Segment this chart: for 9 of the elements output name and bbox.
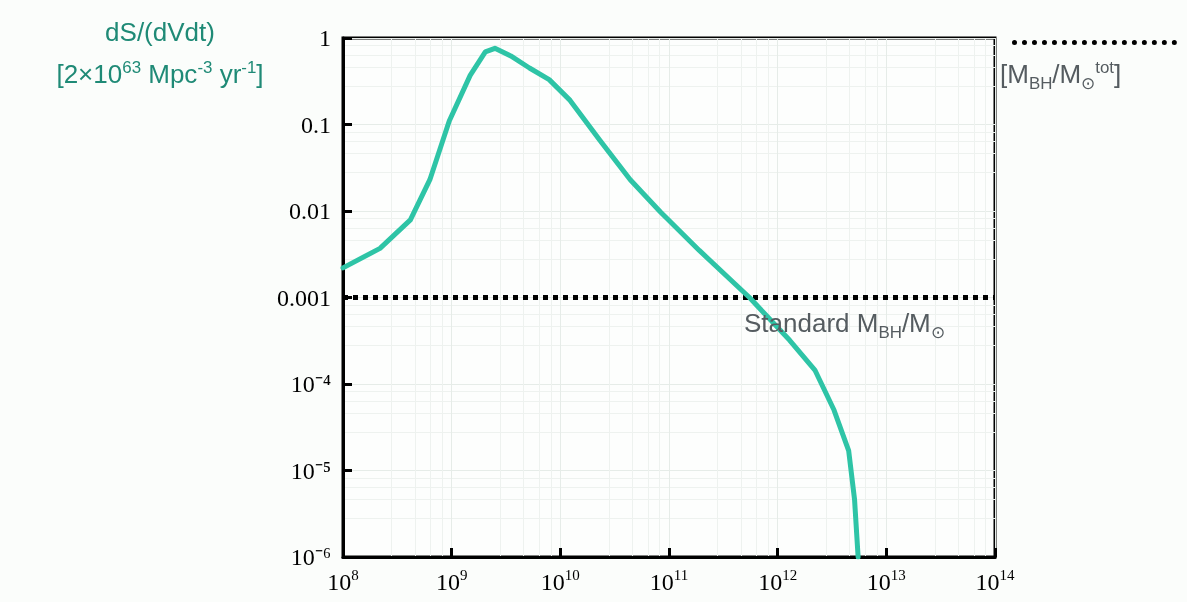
- y-axis-title: dS/(dVdt) [2×10$^{63}$ Mpc$^{-3}$ yr$^{-1}$]: [55, 16, 265, 91]
- y-tick-label: 0.001: [277, 284, 331, 311]
- y-tick-label: 10⁻⁶: [290, 544, 331, 570]
- y-tick-label: 0.01: [289, 198, 331, 224]
- y-tick-label: 10⁻⁴: [290, 371, 331, 397]
- text: [M$_{BH}$/M$_{⊙}$$^{tot}$]: [1000, 58, 1122, 94]
- y-tick-label: 1: [319, 25, 331, 51]
- y-tick-label: 0.1: [301, 111, 331, 138]
- y-tick-label: 10⁻⁵: [290, 457, 331, 484]
